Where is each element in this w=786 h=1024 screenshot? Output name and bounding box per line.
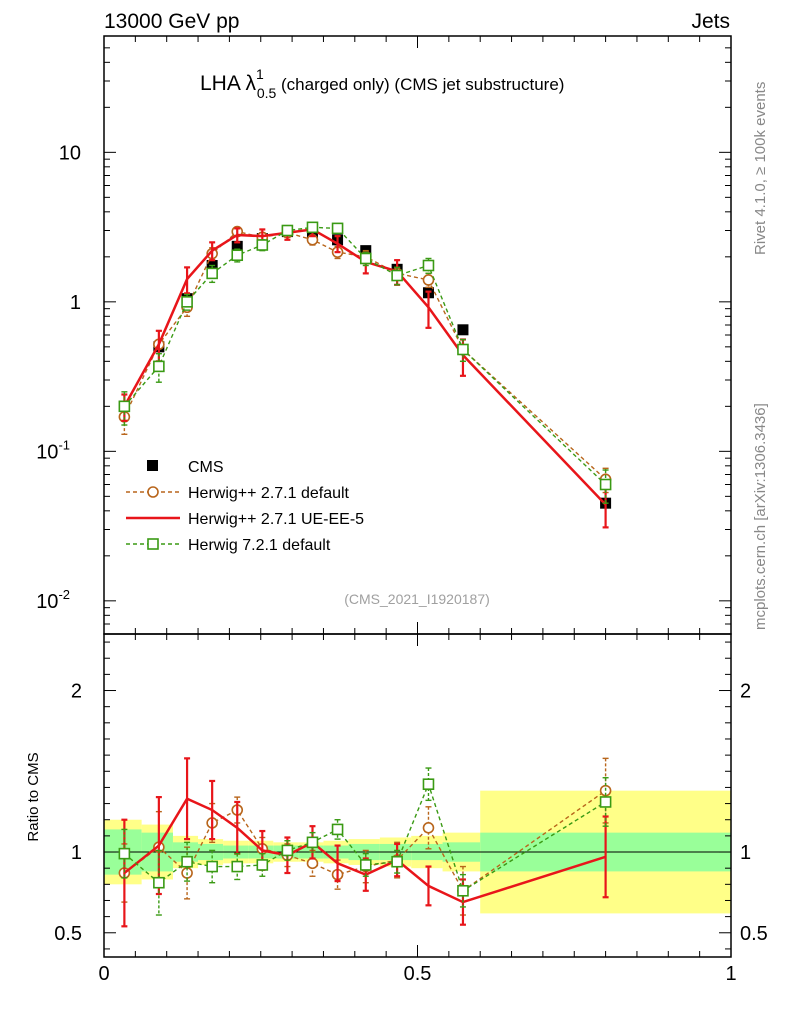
square-marker [181,296,193,308]
y-tick-base: 10 [36,591,58,613]
data-marker [231,240,243,252]
square-marker [331,823,344,836]
legend-label: Herwig 7.2.1 default [188,537,331,554]
x-tick-label: 0.5 [404,963,432,985]
series-square-dashed [118,221,612,504]
square-marker [422,778,435,790]
mcplots-label: mcplots.cern.ch [arXiv:1306.3436] [752,403,769,630]
square-marker [457,343,469,356]
data-marker [457,324,469,336]
square-marker [118,400,131,413]
square-marker [331,222,344,235]
plot-title: LHA λ1 0.5 (charged only) (CMS jet substr… [200,66,564,101]
main-panel-series [118,221,612,529]
y-tick-label: 10-2 [36,587,70,613]
ratio-y-tick-label: 2 [71,681,82,703]
square-marker [256,859,269,871]
y-tick-base: 10 [36,441,58,463]
ratio-y-tick-label-right: 0.5 [740,923,768,945]
y-tick-label: 10-1 [36,437,70,463]
circle-marker [306,857,319,870]
circle-marker [422,821,435,834]
square-marker [457,884,469,897]
legend: CMS Herwig++ 2.7.1 default Herwig++ 2.7.1 … [126,459,364,554]
series-solid [121,222,609,529]
y-tick-exponent: -1 [58,437,70,452]
legend-label: CMS [188,459,224,476]
title-subscript: 0.5 [257,85,277,101]
ratio-series-solid [121,757,609,928]
ratio-y-tick-label: 1 [71,842,82,864]
ratio-panel-series [118,757,612,928]
square-marker [181,855,193,868]
square-marker [153,876,165,889]
energy-label: 13000 GeV pp [104,10,239,33]
legend-label: Herwig++ 2.7.1 default [188,485,350,502]
legend-label: Herwig++ 2.7.1 UE-EE-5 [188,511,364,528]
square-marker [306,221,319,234]
square-marker [599,796,612,808]
square-marker [281,224,294,237]
title-main: LHA λ [200,72,257,95]
square-marker [391,855,403,868]
ratio-y-tick-label-right: 1 [740,842,751,864]
series-line [123,228,607,506]
square-marker [231,249,244,262]
title-superscript: 1 [256,66,264,82]
square-marker [231,860,244,873]
square-marker [281,844,294,857]
legend-circle-marker [147,486,159,498]
rivet-label: Rivet 4.1.0, ≥ 100k events [752,82,769,255]
analysis-watermark: (CMS_2021_I1920187) [344,591,490,607]
circle-marker [422,274,435,286]
title-suffix: (charged only) (CMS jet substructure) [276,75,564,94]
square-marker [422,259,435,272]
category-label: Jets [691,10,730,33]
y-tick-label: 10 [59,142,81,164]
square-marker [206,267,218,280]
x-tick-label: 0 [98,963,109,985]
y-tick-label: 1 [70,292,81,314]
square-marker [206,860,218,873]
legend-marker-data [147,460,158,471]
square-marker [256,239,269,251]
ratio-line [123,797,606,904]
square-marker [359,252,372,265]
x-tick-label: 1 [725,963,736,985]
y-tick-exponent: -2 [58,587,70,602]
ratio-y-tick-label-right: 2 [740,681,751,703]
square-marker [306,836,319,849]
square-marker [599,478,612,491]
legend-square-marker [147,538,159,550]
square-marker [359,859,372,871]
ratio-series-square-dashed [118,767,612,916]
ratio-y-tick-label: 0.5 [54,923,82,945]
square-marker [153,360,165,373]
square-marker [118,847,131,860]
axes [103,35,732,958]
square-marker [391,269,403,282]
ratio-axis-label: Ratio to CMS [25,752,42,841]
